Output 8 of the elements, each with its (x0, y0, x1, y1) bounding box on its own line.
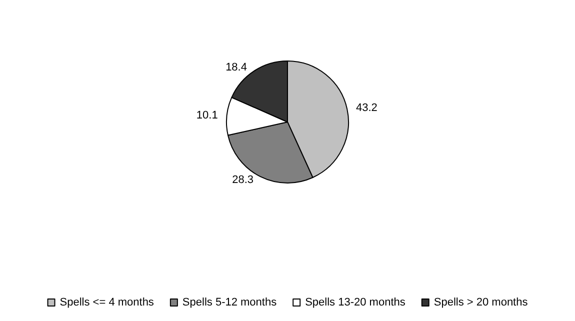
legend-label: Spells 13-20 months (305, 296, 406, 308)
legend-label: Spells <= 4 months (60, 296, 154, 308)
data-label: 18.4 (226, 62, 247, 74)
legend-label: Spells 5-12 months (182, 296, 278, 308)
data-label: 28.3 (232, 174, 254, 186)
data-label: 43.2 (356, 102, 378, 114)
legend-label: Spells > 20 months (434, 296, 528, 308)
data-label: 10.1 (196, 110, 218, 122)
